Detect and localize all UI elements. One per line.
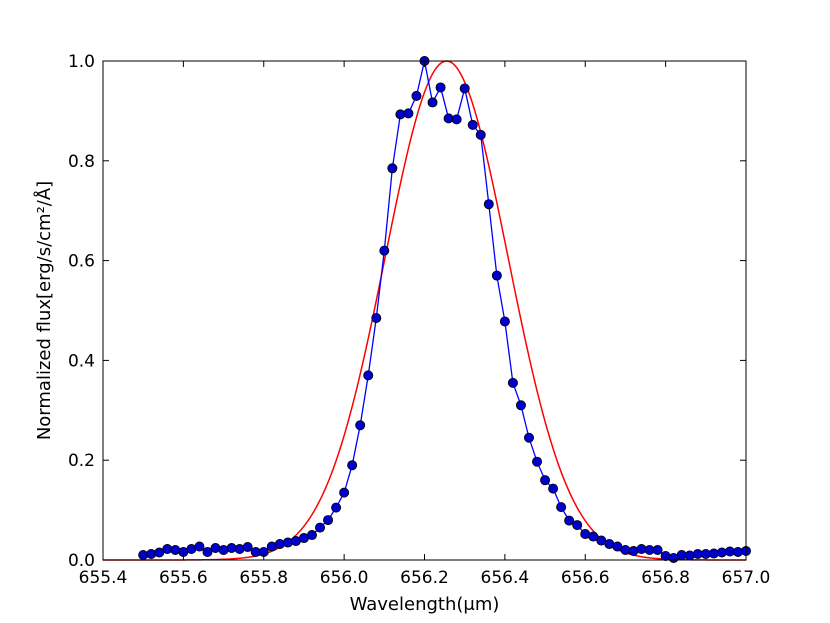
x-tick-label: 657.0 [722, 568, 771, 588]
x-axis-label: Wavelength(μm) [350, 594, 500, 615]
data-point [363, 370, 374, 381]
y-tick-label: 0.6 [68, 252, 95, 272]
observed-data-layer [138, 56, 752, 564]
y-tick-label: 0.2 [68, 451, 95, 471]
data-point [282, 537, 293, 548]
data-point [331, 502, 342, 513]
y-tick-label: 0.8 [68, 152, 95, 172]
data-point [684, 550, 695, 561]
data-point [475, 129, 486, 140]
data-point [483, 199, 494, 210]
data-point [532, 456, 543, 467]
data-point [323, 515, 334, 526]
data-point [403, 108, 414, 119]
data-point [548, 483, 559, 494]
data-point [427, 97, 438, 108]
x-tick-label: 656.4 [481, 568, 530, 588]
data-point [523, 432, 534, 443]
data-point [146, 549, 157, 560]
axis-ticks: 655.4 655.6 655.8 656.0 656.2 656.4 656.6 656.8… [68, 52, 770, 588]
data-point [194, 541, 205, 552]
x-tick-label: 656.0 [320, 568, 369, 588]
data-point [242, 542, 253, 553]
x-tick-label: 655.4 [79, 568, 128, 588]
data-point [588, 531, 599, 542]
x-tick-label: 656.2 [400, 568, 449, 588]
x-tick-label: 655.6 [159, 568, 208, 588]
x-tick-label: 655.8 [239, 568, 288, 588]
data-point [379, 245, 390, 256]
data-point [274, 539, 285, 550]
data-point [371, 312, 382, 323]
data-point [451, 114, 462, 125]
data-point [507, 377, 518, 388]
plot-background [103, 61, 746, 560]
y-axis-label: Normalized flux[erg/s/cm²/Å] [33, 181, 55, 440]
data-point [355, 420, 366, 431]
data-point [387, 163, 398, 174]
data-point [315, 522, 326, 533]
data-point [515, 400, 526, 411]
data-point [339, 487, 350, 498]
data-point [564, 515, 575, 526]
data-point [540, 475, 551, 486]
data-point [411, 90, 422, 101]
data-point [652, 545, 663, 556]
y-tick-label: 0.4 [68, 351, 95, 371]
data-point [499, 316, 510, 327]
x-tick-label: 656.6 [561, 568, 610, 588]
data-point [572, 520, 583, 531]
x-tick-label: 656.8 [641, 568, 690, 588]
data-point [435, 82, 446, 93]
data-point [556, 502, 567, 513]
y-tick-label: 0.0 [68, 551, 95, 571]
data-point [202, 547, 213, 558]
data-point [467, 119, 478, 130]
data-point [347, 460, 358, 471]
data-point [459, 83, 470, 94]
data-point [491, 270, 502, 281]
y-tick-label: 1.0 [68, 52, 95, 72]
data-point [306, 530, 317, 541]
